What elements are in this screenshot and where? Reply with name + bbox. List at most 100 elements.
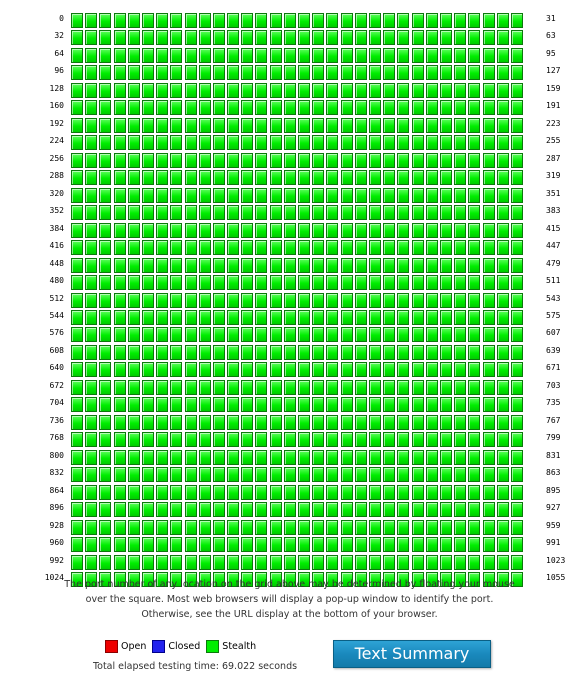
port-cell[interactable] <box>298 100 311 116</box>
port-cell[interactable] <box>283 484 296 500</box>
port-cell[interactable] <box>255 502 268 518</box>
port-cell[interactable] <box>113 519 126 535</box>
port-cell[interactable] <box>397 222 410 238</box>
port-cell[interactable] <box>340 397 353 413</box>
port-cell[interactable] <box>85 327 98 343</box>
port-cell[interactable] <box>141 309 154 325</box>
port-cell[interactable] <box>198 170 211 186</box>
port-cell[interactable] <box>439 170 452 186</box>
port-cell[interactable] <box>312 82 325 98</box>
port-cell[interactable] <box>510 449 523 465</box>
port-cell[interactable] <box>411 519 424 535</box>
port-cell[interactable] <box>170 519 183 535</box>
port-cell[interactable] <box>312 572 325 588</box>
port-cell[interactable] <box>439 379 452 395</box>
port-cell[interactable] <box>227 379 240 395</box>
port-cell[interactable] <box>212 292 225 308</box>
port-cell[interactable] <box>312 117 325 133</box>
port-cell[interactable] <box>184 240 197 256</box>
port-cell[interactable] <box>354 572 367 588</box>
port-cell[interactable] <box>127 379 140 395</box>
port-cell[interactable] <box>425 205 438 221</box>
port-cell[interactable] <box>71 47 83 63</box>
port-cell[interactable] <box>170 257 183 273</box>
port-cell[interactable] <box>340 257 353 273</box>
port-cell[interactable] <box>283 275 296 291</box>
port-cell[interactable] <box>85 13 98 28</box>
port-cell[interactable] <box>397 170 410 186</box>
port-cell[interactable] <box>99 275 112 291</box>
port-cell[interactable] <box>510 397 523 413</box>
port-cell[interactable] <box>425 432 438 448</box>
port-cell[interactable] <box>298 47 311 63</box>
port-cell[interactable] <box>141 135 154 151</box>
port-cell[interactable] <box>496 484 509 500</box>
port-cell[interactable] <box>99 240 112 256</box>
port-cell[interactable] <box>439 327 452 343</box>
port-cell[interactable] <box>326 484 339 500</box>
port-cell[interactable] <box>326 467 339 483</box>
port-cell[interactable] <box>326 344 339 360</box>
port-cell[interactable] <box>283 379 296 395</box>
port-cell[interactable] <box>184 397 197 413</box>
port-cell[interactable] <box>482 117 495 133</box>
port-cell[interactable] <box>298 554 311 570</box>
port-cell[interactable] <box>468 100 481 116</box>
port-cell[interactable] <box>383 449 396 465</box>
port-cell[interactable] <box>85 344 98 360</box>
port-cell[interactable] <box>283 554 296 570</box>
port-cell[interactable] <box>156 47 169 63</box>
port-cell[interactable] <box>156 135 169 151</box>
port-cell[interactable] <box>184 467 197 483</box>
port-cell[interactable] <box>255 537 268 553</box>
port-cell[interactable] <box>113 572 126 588</box>
port-cell[interactable] <box>85 240 98 256</box>
port-cell[interactable] <box>255 432 268 448</box>
port-cell[interactable] <box>71 205 83 221</box>
port-cell[interactable] <box>170 467 183 483</box>
port-cell[interactable] <box>170 449 183 465</box>
port-cell[interactable] <box>368 537 381 553</box>
port-cell[interactable] <box>113 47 126 63</box>
port-cell[interactable] <box>312 379 325 395</box>
port-cell[interactable] <box>397 502 410 518</box>
port-cell[interactable] <box>496 100 509 116</box>
port-cell[interactable] <box>312 327 325 343</box>
port-cell[interactable] <box>184 292 197 308</box>
port-cell[interactable] <box>340 467 353 483</box>
port-cell[interactable] <box>269 309 282 325</box>
port-cell[interactable] <box>269 554 282 570</box>
port-cell[interactable] <box>298 362 311 378</box>
port-cell[interactable] <box>283 327 296 343</box>
port-cell[interactable] <box>454 240 467 256</box>
port-cell[interactable] <box>198 397 211 413</box>
port-cell[interactable] <box>85 432 98 448</box>
port-cell[interactable] <box>184 187 197 203</box>
port-cell[interactable] <box>255 449 268 465</box>
port-cell[interactable] <box>141 449 154 465</box>
port-cell[interactable] <box>368 327 381 343</box>
port-cell[interactable] <box>170 309 183 325</box>
port-cell[interactable] <box>241 222 254 238</box>
port-cell[interactable] <box>354 327 367 343</box>
port-cell[interactable] <box>468 362 481 378</box>
port-cell[interactable] <box>425 519 438 535</box>
port-cell[interactable] <box>212 170 225 186</box>
port-cell[interactable] <box>510 432 523 448</box>
port-cell[interactable] <box>212 362 225 378</box>
port-cell[interactable] <box>340 100 353 116</box>
port-cell[interactable] <box>269 205 282 221</box>
port-cell[interactable] <box>411 100 424 116</box>
port-cell[interactable] <box>255 65 268 81</box>
port-cell[interactable] <box>156 152 169 168</box>
port-cell[interactable] <box>241 519 254 535</box>
port-cell[interactable] <box>298 205 311 221</box>
port-cell[interactable] <box>340 519 353 535</box>
port-cell[interactable] <box>482 13 495 28</box>
port-cell[interactable] <box>269 187 282 203</box>
port-cell[interactable] <box>510 502 523 518</box>
port-cell[interactable] <box>397 100 410 116</box>
port-cell[interactable] <box>340 537 353 553</box>
port-cell[interactable] <box>298 292 311 308</box>
port-cell[interactable] <box>283 519 296 535</box>
